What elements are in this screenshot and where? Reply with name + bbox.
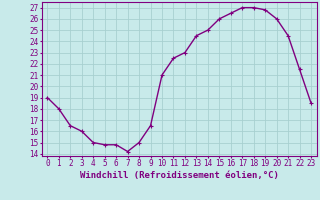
X-axis label: Windchill (Refroidissement éolien,°C): Windchill (Refroidissement éolien,°C) [80,171,279,180]
